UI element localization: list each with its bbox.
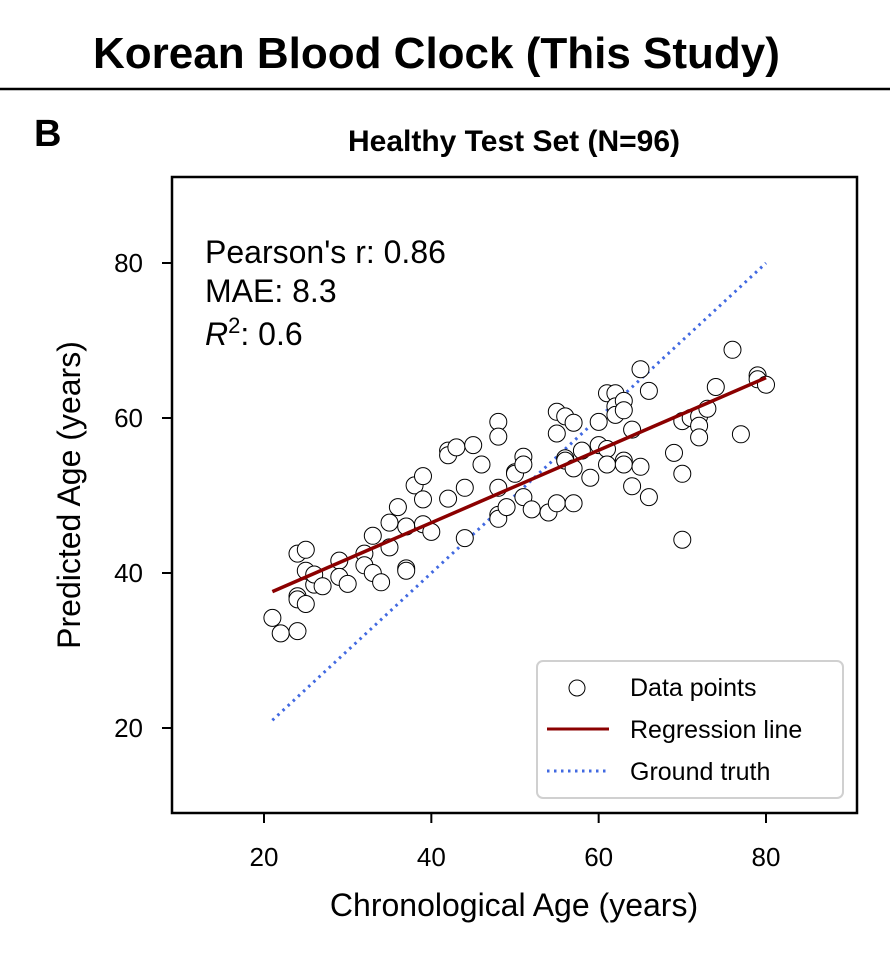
legend-marker-data-points: [568, 679, 586, 697]
legend-box: [536, 660, 844, 799]
data-point: [464, 436, 483, 455]
y-tick-label: 20: [114, 713, 143, 743]
data-point: [514, 488, 533, 507]
data-point: [296, 540, 315, 559]
data-point: [731, 425, 750, 444]
r2-value: : 0.6: [240, 316, 302, 352]
x-axis-ticks: 20 40 60 80: [250, 813, 781, 872]
data-point: [271, 624, 290, 643]
data-point: [372, 573, 391, 592]
x-tick-label: 20: [250, 842, 279, 872]
data-points-layer: [263, 340, 775, 643]
data-point: [589, 412, 608, 431]
legend: Data points Regression line Ground truth: [536, 660, 844, 799]
regression-line-layer: [271, 376, 767, 594]
data-point: [338, 574, 357, 593]
data-point: [380, 513, 399, 532]
data-point: [564, 413, 583, 432]
data-point: [472, 455, 491, 474]
r2-symbol: R: [205, 316, 228, 352]
data-point: [439, 489, 458, 508]
data-point: [414, 490, 432, 509]
axes-frame: [170, 175, 859, 815]
data-point: [665, 443, 683, 462]
data-point: [363, 526, 382, 545]
stats-annotation: Pearson's r: 0.86 MAE: 8.3 R2: 0.6: [205, 234, 446, 352]
figure-suptitle: Korean Blood Clock (This Study): [93, 29, 780, 78]
data-point: [639, 381, 658, 400]
x-tick-label: 60: [584, 842, 613, 872]
r2-text: R2: 0.6: [205, 313, 303, 352]
data-point: [673, 530, 692, 549]
data-point: [497, 498, 516, 517]
data-point: [313, 577, 332, 596]
data-point: [522, 500, 541, 519]
data-point: [690, 428, 709, 447]
legend-label-regression-line: Regression line: [630, 716, 802, 744]
chart-title: Healthy Test Set (N=96): [348, 125, 680, 158]
x-tick-label: 80: [752, 842, 781, 872]
data-point: [414, 467, 432, 486]
regression-line: [271, 376, 767, 594]
y-tick-label: 40: [114, 558, 143, 588]
data-point: [397, 561, 416, 580]
data-point: [547, 424, 566, 443]
data-point: [455, 529, 474, 548]
x-tick-label: 40: [417, 842, 446, 872]
data-point: [631, 360, 650, 379]
data-point: [564, 494, 583, 513]
x-axis-label: Chronological Age (years): [330, 887, 698, 923]
data-point: [489, 427, 508, 446]
y-tick-label: 80: [114, 248, 143, 278]
data-point: [706, 378, 725, 396]
data-point: [598, 455, 616, 474]
data-point: [639, 488, 658, 507]
legend-label-ground-truth: Ground truth: [630, 758, 770, 786]
data-point: [614, 455, 633, 474]
plot-area: [263, 261, 775, 722]
data-point: [263, 608, 282, 627]
y-tick-label: 60: [114, 403, 143, 433]
mae-text: MAE: 8.3: [205, 273, 337, 309]
data-point: [673, 464, 692, 483]
data-point: [288, 622, 307, 641]
r2-superscript: 2: [228, 313, 240, 338]
y-axis-ticks: 20 40 60 80: [114, 248, 172, 743]
y-axis-label: Predicted Age (years): [51, 341, 87, 649]
data-point: [296, 595, 315, 613]
data-point: [455, 478, 474, 497]
data-point: [547, 494, 566, 513]
data-point: [447, 438, 466, 457]
legend-label-data-points: Data points: [630, 674, 756, 702]
data-point: [631, 457, 650, 476]
data-point: [614, 401, 633, 420]
data-point: [723, 340, 742, 359]
data-point: [581, 468, 600, 487]
data-point: [388, 498, 407, 517]
panel-label: B: [34, 113, 61, 155]
data-point: [623, 477, 642, 496]
data-point: [514, 455, 533, 474]
pearson-text: Pearson's r: 0.86: [205, 234, 446, 270]
